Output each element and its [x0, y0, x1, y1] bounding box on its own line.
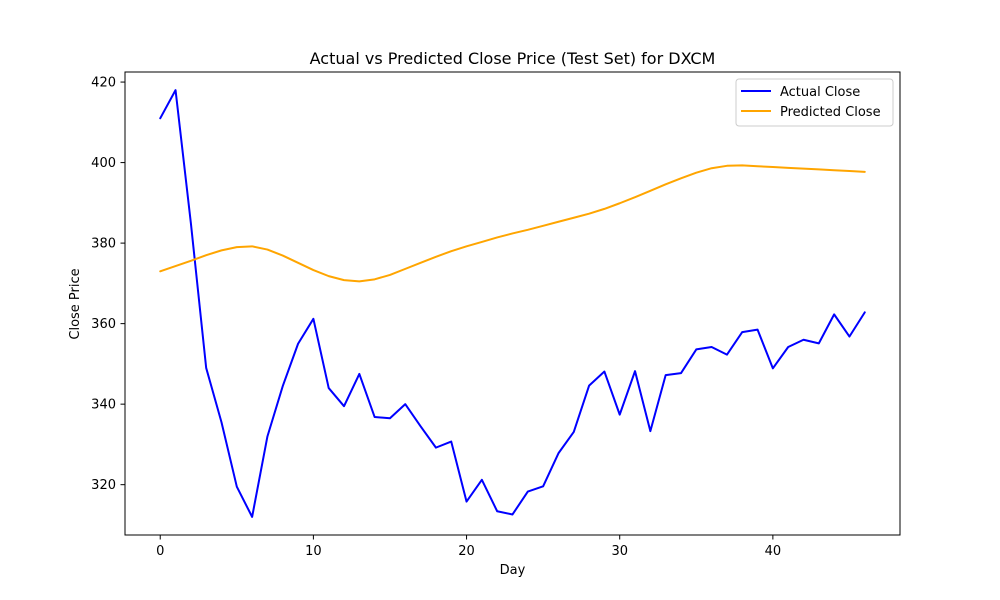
plot-frame [124, 71, 901, 536]
x-axis-label: Day [500, 563, 526, 578]
y-tick-label: 400 [91, 156, 116, 171]
y-axis: 320 340 360 380 400 420 [91, 76, 125, 493]
y-tick-label: 320 [91, 478, 116, 493]
legend-label-predicted-close: Predicted Close [780, 105, 881, 120]
series-layer [159, 89, 866, 518]
x-tick-label: 40 [765, 544, 782, 559]
x-tick-label: 10 [305, 544, 322, 559]
series-line-actual-close [159, 89, 866, 518]
y-tick-label: 420 [91, 76, 116, 91]
x-tick-label: 20 [458, 544, 475, 559]
x-axis: 0 10 20 30 40 [156, 535, 781, 559]
y-tick-label: 380 [91, 237, 116, 252]
legend: Actual Close Predicted Close [735, 78, 894, 127]
series-line-predicted-close [159, 164, 866, 283]
x-tick-label: 0 [156, 544, 164, 559]
legend-label-actual-close: Actual Close [780, 85, 860, 100]
y-tick-label: 340 [91, 398, 116, 413]
legend-box [735, 78, 894, 127]
y-tick-label: 360 [91, 317, 116, 332]
chart-title: Actual vs Predicted Close Price (Test Se… [310, 49, 716, 68]
y-axis-label: Close Price [68, 268, 83, 339]
x-tick-label: 30 [611, 544, 628, 559]
